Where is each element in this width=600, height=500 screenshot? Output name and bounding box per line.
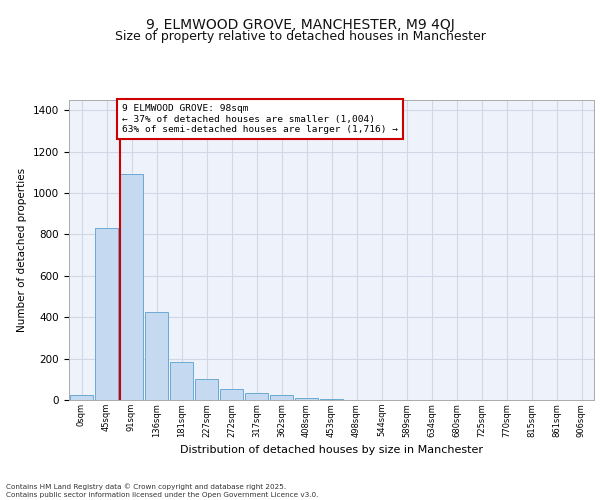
Text: 9 ELMWOOD GROVE: 98sqm
← 37% of detached houses are smaller (1,004)
63% of semi-: 9 ELMWOOD GROVE: 98sqm ← 37% of detached… xyxy=(122,104,398,134)
Text: Contains HM Land Registry data © Crown copyright and database right 2025.
Contai: Contains HM Land Registry data © Crown c… xyxy=(6,484,319,498)
Bar xyxy=(269,395,293,400)
Bar xyxy=(170,362,193,400)
Bar xyxy=(119,174,143,400)
Text: Size of property relative to detached houses in Manchester: Size of property relative to detached ho… xyxy=(115,30,485,43)
Bar xyxy=(245,394,268,400)
Text: 9, ELMWOOD GROVE, MANCHESTER, M9 4QJ: 9, ELMWOOD GROVE, MANCHESTER, M9 4QJ xyxy=(146,18,454,32)
X-axis label: Distribution of detached houses by size in Manchester: Distribution of detached houses by size … xyxy=(180,445,483,455)
Bar xyxy=(194,380,218,400)
Bar xyxy=(70,395,94,400)
Bar xyxy=(220,388,244,400)
Bar xyxy=(295,398,319,400)
Bar xyxy=(145,312,169,400)
Y-axis label: Number of detached properties: Number of detached properties xyxy=(17,168,28,332)
Bar xyxy=(95,228,118,400)
